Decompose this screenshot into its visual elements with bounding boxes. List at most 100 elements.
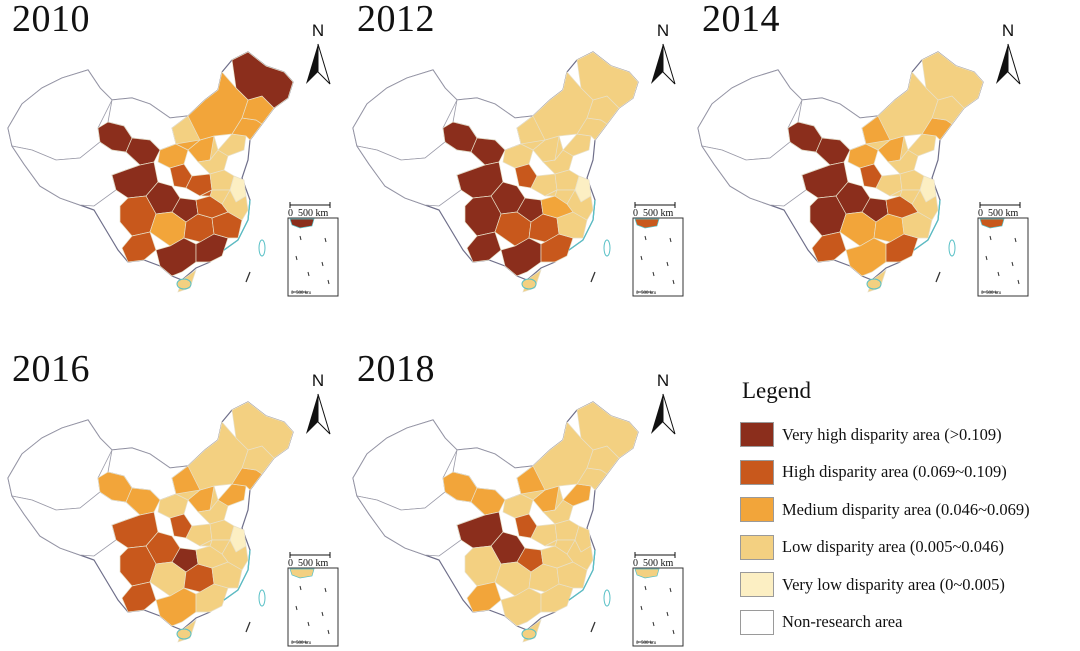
inset-boundary-mark	[669, 587, 672, 593]
north-arrow-icon	[306, 394, 318, 434]
inset-boundary-mark	[321, 261, 324, 267]
north-label: N	[312, 21, 324, 40]
inset-boundary-mark	[985, 255, 988, 261]
inset-boundary-mark	[989, 235, 992, 241]
inset-boundary-mark	[307, 621, 310, 627]
inset-boundary-mark	[652, 621, 655, 627]
inset-boundary-mark	[640, 605, 643, 611]
inset-boundary-mark	[1011, 261, 1014, 267]
inset-boundary-mark	[666, 261, 669, 267]
north-arrow-icon	[1007, 43, 1021, 85]
province-region	[199, 189, 213, 197]
legend: Legend Very high disparity area (>0.109)…	[740, 378, 1075, 641]
province-region	[566, 539, 594, 571]
north-arrow-icon	[651, 44, 663, 84]
year-label: 2014	[702, 0, 780, 40]
inset-map-frame	[287, 217, 339, 297]
inset-boundary-mark	[299, 585, 302, 591]
province-region	[885, 233, 919, 263]
china-map: N0 500 km0 500 km	[697, 21, 1029, 297]
inset-mainland	[634, 218, 660, 229]
china-map: N0 500 km0 500 km	[352, 371, 684, 647]
inset-boundary-mark	[652, 271, 655, 277]
north-arrow-icon	[662, 43, 676, 85]
legend-item: Non-research area	[740, 604, 1075, 642]
province-region	[217, 133, 247, 157]
province-region	[171, 115, 201, 145]
inset-boundary-mark	[321, 611, 324, 617]
inset-boundary-mark	[644, 235, 647, 241]
boundary-mark	[935, 271, 941, 283]
taiwan-island	[258, 239, 266, 257]
scale-zero: 0	[633, 208, 638, 219]
inset-mainland	[289, 218, 315, 229]
north-label: N	[657, 371, 669, 390]
inset-boundary-mark	[327, 279, 330, 285]
province-region	[540, 233, 574, 263]
boundary-mark	[245, 271, 251, 283]
north-arrow-icon	[317, 393, 331, 435]
hainan-island	[866, 278, 882, 290]
inset-scale-zero: 0	[981, 291, 984, 296]
legend-item: Low disparity area (0.005~0.046)	[740, 529, 1075, 567]
province-region	[171, 465, 201, 495]
coastline	[913, 199, 941, 251]
north-arrow-icon	[317, 43, 331, 85]
hainan-island	[521, 278, 537, 290]
inset-boundary-mark	[307, 271, 310, 277]
inset-boundary-mark	[327, 629, 330, 635]
province-region	[911, 189, 939, 221]
scale-zero: 0	[288, 208, 293, 219]
inset-scale-zero: 0	[291, 291, 294, 296]
province-region	[516, 115, 546, 145]
scale-label: 500 km	[298, 208, 329, 219]
inset-scale-label: 500 km	[641, 291, 656, 296]
coastline	[568, 549, 596, 601]
province-region	[554, 135, 564, 162]
province-region	[544, 189, 558, 197]
hainan-island	[176, 628, 192, 640]
scale-label: 500 km	[643, 558, 674, 569]
province-region	[217, 483, 247, 507]
scale-bar	[634, 552, 676, 558]
province-region	[907, 133, 937, 157]
inset-map-frame	[977, 217, 1029, 297]
map-panel-2012: 2012 N 0 500 km 0 500 km	[345, 0, 690, 300]
inset-scale-zero: 0	[636, 641, 639, 646]
scale-label: 500 km	[988, 208, 1019, 219]
taiwan-island	[948, 239, 956, 257]
province-region	[861, 115, 891, 145]
scale-bar	[634, 202, 676, 208]
coastline	[223, 549, 251, 601]
province-region	[889, 189, 903, 197]
province-region	[899, 135, 909, 162]
scale-label: 500 km	[643, 208, 674, 219]
inset-boundary-mark	[299, 235, 302, 241]
legend-item: High disparity area (0.069~0.109)	[740, 454, 1075, 492]
scale-zero: 0	[288, 558, 293, 569]
scale-bar	[979, 202, 1021, 208]
hainan-island	[176, 278, 192, 290]
province-region	[195, 233, 229, 263]
inset-scale-zero: 0	[636, 291, 639, 296]
province-region	[199, 539, 213, 547]
legend-label: Very low disparity area (0~0.005)	[782, 574, 1005, 594]
inset-scale-label: 500 km	[641, 641, 656, 646]
north-label: N	[657, 21, 669, 40]
legend-swatch	[740, 534, 774, 560]
legend-label: Low disparity area (0.005~0.046)	[782, 537, 1004, 557]
inset-map-frame	[632, 567, 684, 647]
year-label: 2010	[12, 0, 90, 40]
inset-boundary-mark	[997, 271, 1000, 277]
legend-item: Medium disparity area (0.046~0.069)	[740, 491, 1075, 529]
hainan-island	[521, 628, 537, 640]
inset-mainland	[634, 568, 660, 579]
legend-label: Very high disparity area (>0.109)	[782, 424, 1002, 444]
inset-boundary-mark	[672, 629, 675, 635]
scale-zero: 0	[633, 558, 638, 569]
taiwan-island	[603, 239, 611, 257]
legend-title: Legend	[742, 378, 811, 403]
coastline	[223, 199, 251, 251]
north-arrow-icon	[651, 394, 663, 434]
